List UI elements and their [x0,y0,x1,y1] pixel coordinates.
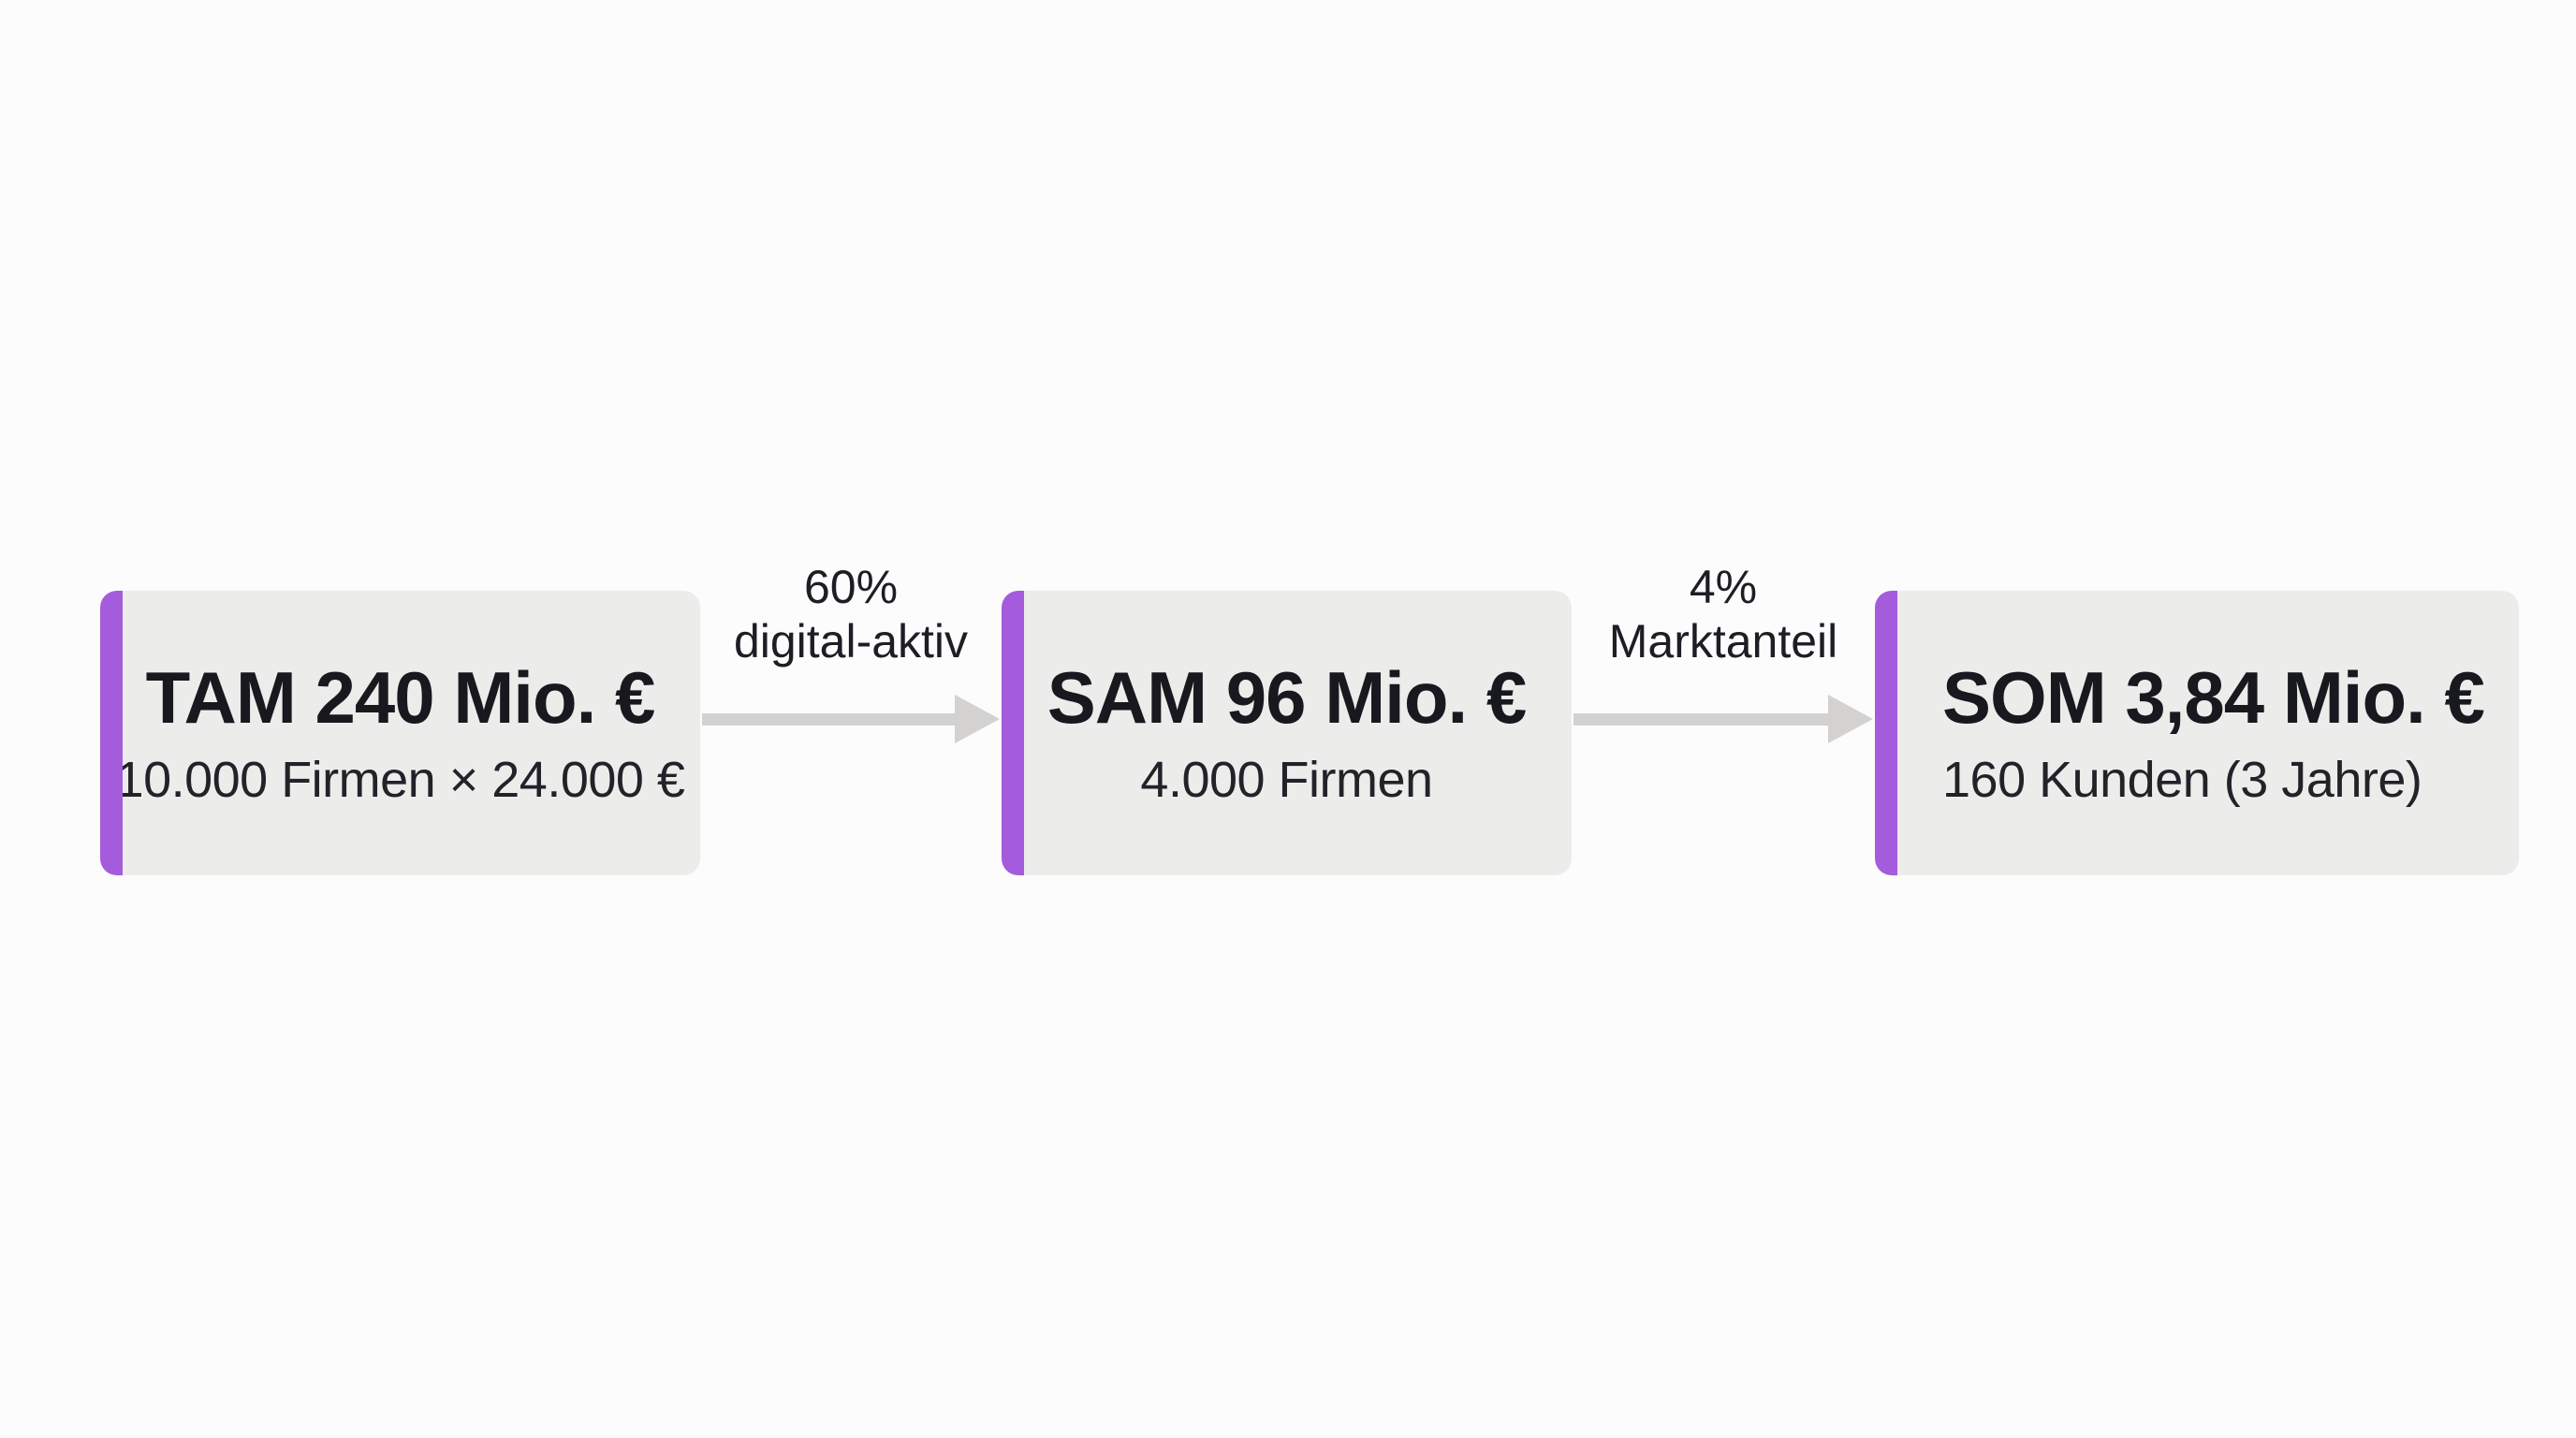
stage-card-tam: TAM 240 Mio. € 10.000 Firmen × 24.000 € [100,591,700,875]
stage-title-som: SOM 3,84 Mio. € [1942,656,2485,739]
transition-label: 60% digital-aktiv [734,560,968,668]
stage-card-sam: SAM 96 Mio. € 4.000 Firmen [1002,591,1572,875]
transition-sam-to-som: 4% Marktanteil [1572,560,1875,743]
stage-title-sam: SAM 96 Mio. € [1046,656,1527,739]
stage-subtitle-som: 160 Kunden (3 Jahre) [1942,752,2422,808]
transition-caption: digital-aktiv [733,615,969,668]
transition-tam-to-sam: 60% digital-aktiv [700,560,1002,743]
transition-percent: 60% [803,561,899,613]
stage-title-tam: TAM 240 Mio. € [145,656,656,739]
stage-subtitle-sam: 4.000 Firmen [1140,752,1433,808]
arrow-right-icon [702,695,1000,743]
stage-card-som: SOM 3,84 Mio. € 160 Kunden (3 Jahre) [1875,591,2519,875]
accent-bar [1875,591,1897,875]
accent-bar [100,591,123,875]
transition-label: 4% Marktanteil [1609,560,1838,668]
stage-subtitle-tam: 10.000 Firmen × 24.000 € [115,752,685,808]
arrow-right-icon [1573,695,1873,743]
transition-percent: 4% [1689,561,1758,613]
transition-caption: Marktanteil [1608,615,1838,668]
accent-bar [1002,591,1024,875]
